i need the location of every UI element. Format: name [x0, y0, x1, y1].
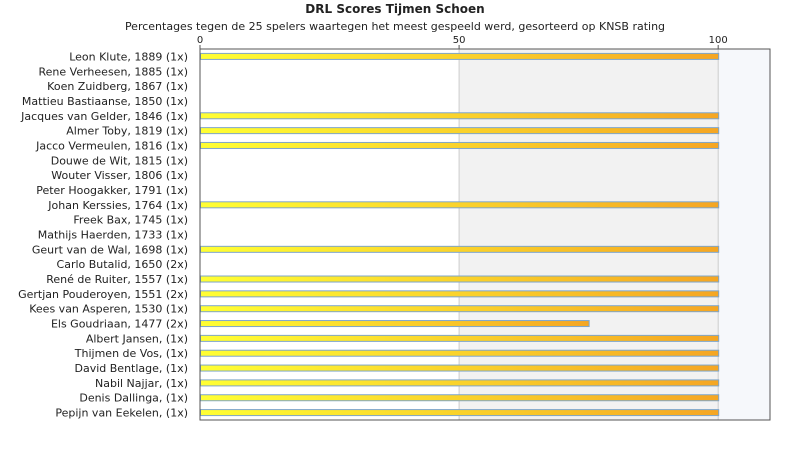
y-axis-labels: Leon Klute, 1889 (1x) Rene Verheesen, 188… — [18, 50, 188, 419]
band-100-max — [718, 49, 770, 420]
bar — [200, 349, 720, 357]
bar — [200, 112, 720, 120]
category-label: Albert Jansen, (1x) — [86, 332, 188, 345]
bar — [200, 379, 720, 387]
category-label: Leon Klute, 1889 (1x) — [69, 50, 188, 63]
category-label: Pepijn van Eekelen, (1x) — [55, 407, 188, 420]
category-label: Gertjan Pouderoyen, 1551 (2x) — [18, 288, 188, 301]
category-label: David Bentlage, (1x) — [75, 362, 189, 375]
bar — [200, 275, 720, 283]
category-label: Wouter Visser, 1806 (1x) — [51, 169, 188, 182]
category-label: Geurt van de Wal, 1698 (1x) — [32, 243, 188, 256]
category-label: René de Ruiter, 1557 (1x) — [46, 273, 188, 286]
category-label: Mathijs Haerden, 1733 (1x) — [38, 229, 188, 242]
x-tick-label: 0 — [197, 35, 203, 46]
category-label: Mattieu Bastiaanse, 1850 (1x) — [22, 95, 188, 108]
category-label: Nabil Najjar, (1x) — [95, 377, 188, 390]
bar — [200, 201, 720, 209]
category-label: Kees van Asperen, 1530 (1x) — [29, 303, 188, 316]
chart-title: DRL Scores Tijmen Schoen — [305, 2, 485, 16]
bar — [200, 409, 720, 417]
chart-subtitle: Percentages tegen de 25 spelers waartege… — [124, 20, 666, 33]
bar — [200, 305, 720, 313]
category-label: Carlo Butalid, 1650 (2x) — [57, 258, 188, 271]
x-axis-ticks: 0 50 100 — [197, 35, 728, 49]
category-label: Almer Toby, 1819 (1x) — [66, 125, 188, 138]
x-tick-label: 100 — [709, 35, 728, 46]
plot-frame — [199, 48, 771, 421]
x-tick-label: 50 — [453, 35, 466, 46]
bar — [200, 320, 590, 328]
bar — [200, 52, 720, 60]
bar — [200, 334, 720, 342]
category-label: Koen Zuidberg, 1867 (1x) — [47, 80, 188, 93]
category-label: Denis Dallinga, (1x) — [79, 392, 188, 405]
bars — [200, 52, 720, 417]
plot-background — [459, 49, 770, 420]
bar — [200, 127, 720, 135]
category-label: Jacco Vermeulen, 1816 (1x) — [35, 139, 188, 152]
bar — [200, 290, 720, 298]
band-50-100 — [459, 49, 719, 420]
category-label: Thijmen de Vos, (1x) — [74, 347, 188, 360]
bar — [200, 141, 720, 149]
category-label: Rene Verheesen, 1885 (1x) — [39, 65, 188, 78]
category-label: Peter Hoogakker, 1791 (1x) — [36, 184, 188, 197]
category-label: Johan Kerssies, 1764 (1x) — [47, 199, 188, 212]
category-label: Els Goudriaan, 1477 (2x) — [51, 318, 188, 331]
bar — [200, 364, 720, 372]
bar — [200, 394, 720, 402]
bar — [200, 245, 720, 253]
category-label: Jacques van Gelder, 1846 (1x) — [20, 110, 188, 123]
category-label: Douwe de Wit, 1815 (1x) — [51, 154, 188, 167]
category-label: Freek Bax, 1745 (1x) — [73, 214, 188, 227]
